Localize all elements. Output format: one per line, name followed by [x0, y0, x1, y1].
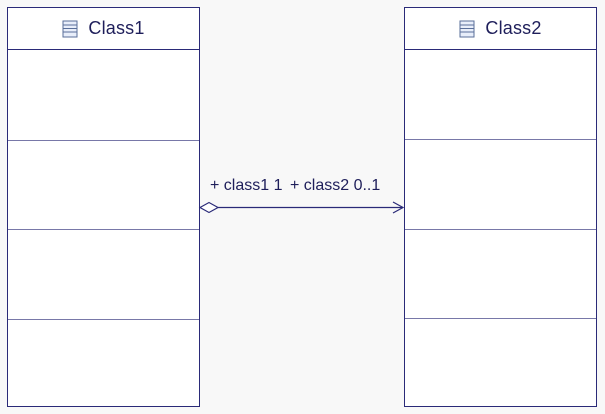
association-source-end-label[interactable]: + class1 1	[210, 177, 283, 194]
class-icon	[62, 20, 78, 37]
extra-compartment-divider	[405, 318, 596, 319]
class-header[interactable]: Class2	[405, 8, 596, 50]
class-name: Class1	[88, 18, 145, 38]
navigability-arrowhead-icon	[392, 201, 405, 214]
extra-compartment-divider	[8, 319, 199, 320]
class-box-class1[interactable]: Class1	[7, 7, 200, 407]
attributes-compartment-divider	[405, 139, 596, 140]
aggregation-diamond-icon	[198, 201, 220, 214]
class-name: Class2	[485, 18, 542, 38]
operations-compartment-divider	[8, 229, 199, 230]
class-icon	[459, 20, 475, 37]
attributes-compartment-divider	[8, 140, 199, 141]
operations-compartment-divider	[405, 229, 596, 230]
association-target-end-label[interactable]: + class2 0..1	[290, 177, 381, 194]
class-header[interactable]: Class1	[8, 8, 199, 50]
class-box-class2[interactable]: Class2	[404, 7, 597, 407]
